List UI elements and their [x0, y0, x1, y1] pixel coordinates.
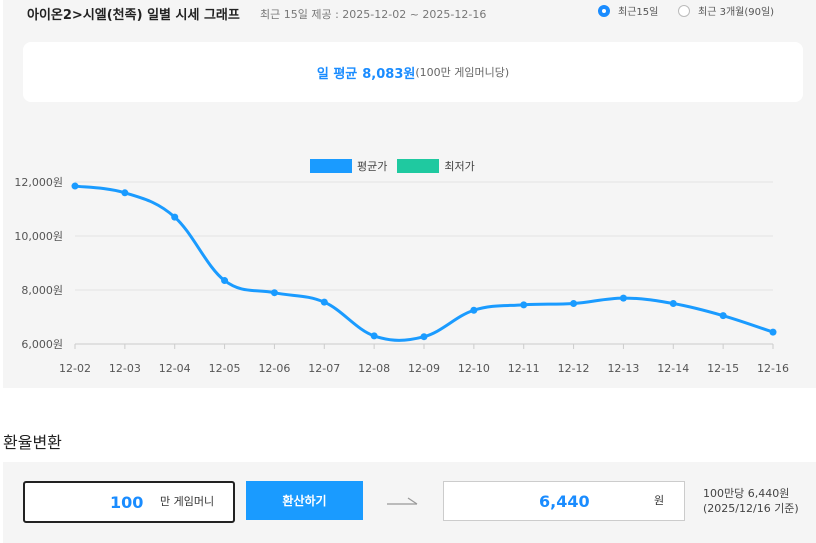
amount-input[interactable]: [110, 483, 170, 521]
price-line-chart: 6,000원 8,000원 10,000원 12,000원 12-02 12-03 12-0…: [14, 176, 789, 375]
y-tick-label: 8,000원: [21, 284, 63, 297]
amount-field[interactable]: 만 게임머니: [23, 481, 235, 523]
average-label: 일 평균: [316, 66, 358, 82]
x-tick-label: 12-03: [109, 362, 141, 375]
x-tick-label: 12-12: [558, 362, 590, 375]
rate-note: 100만당 6,440원 (2025/12/16 기준): [703, 486, 799, 516]
x-tick-label: 12-15: [707, 362, 739, 375]
data-point: [370, 332, 378, 340]
page-title: 아이온2>시엘(천족) 일별 시세 그래프: [27, 8, 240, 23]
x-tick-label: 12-04: [159, 362, 191, 375]
data-point: [171, 213, 179, 221]
legend-swatch-lowest[interactable]: [397, 159, 440, 173]
x-tick-label: 12-06: [258, 362, 290, 375]
data-point: [570, 300, 578, 307]
legend-label-lowest[interactable]: 최저가: [444, 160, 475, 173]
radio-unselected-icon[interactable]: [678, 4, 690, 17]
x-tick-label: 12-11: [508, 362, 540, 375]
x-tick-label: 12-16: [757, 362, 789, 375]
y-tick-label: 10,000원: [14, 230, 63, 243]
range-option-label: 최근 3개월(90일): [698, 7, 775, 18]
data-point: [719, 312, 727, 320]
result-unit: 원: [654, 494, 665, 507]
data-point: [420, 333, 428, 341]
legend-swatch-average[interactable]: [310, 159, 352, 173]
rate-note-line2: (2025/12/16 기준): [703, 502, 799, 515]
date-range-subtitle: 최근 15일 제공 : 2025-12-02 ~ 2025-12-16: [260, 8, 487, 21]
data-point: [470, 306, 478, 314]
data-point: [619, 294, 627, 302]
y-tick-label: 12,000원: [14, 176, 63, 189]
radio-selected-icon[interactable]: [598, 4, 610, 17]
average-note: (100만 게임머니당): [415, 66, 510, 79]
x-tick-label: 12-10: [458, 362, 490, 375]
right-arrow-icon: [387, 497, 418, 505]
x-tick-label: 12-08: [358, 362, 390, 375]
rate-note-line1: 100만당 6,440원: [703, 487, 790, 500]
range-option-label: 최근15일: [618, 7, 659, 18]
data-point: [520, 301, 528, 309]
x-tick-label: 12-14: [657, 362, 689, 375]
convert-button[interactable]: 환산하기: [246, 481, 363, 520]
average-value: 8,083원: [362, 66, 416, 82]
average-price-card: 일 평균 8,083원 (100만 게임머니당): [23, 42, 803, 102]
data-point: [71, 182, 79, 190]
range-option-15days[interactable]: 최근15일: [598, 3, 658, 18]
amount-unit-label: 만 게임머니: [160, 495, 215, 508]
chart-legend: 평균가 최저가: [310, 158, 475, 174]
x-tick-label: 12-02: [59, 362, 91, 375]
data-point: [121, 189, 129, 197]
series-line-average: [74, 184, 774, 342]
data-point: [221, 277, 229, 285]
y-tick-label: 6,000원: [21, 338, 63, 351]
result-value: 6,440: [539, 492, 590, 511]
data-point: [270, 289, 278, 297]
x-tick-label: 12-05: [209, 362, 241, 375]
data-point: [769, 328, 777, 336]
range-option-90days[interactable]: 최근 3개월(90일): [678, 3, 774, 18]
legend-label-average[interactable]: 평균가: [357, 160, 388, 173]
section-title-exchange: 환율변환: [3, 433, 62, 452]
data-point: [669, 300, 677, 307]
data-point: [320, 298, 328, 306]
x-tick-label: 12-09: [408, 362, 440, 375]
x-tick-label: 12-07: [308, 362, 340, 375]
result-field: 6,440 원: [443, 481, 685, 521]
x-tick-label: 12-13: [607, 362, 639, 375]
